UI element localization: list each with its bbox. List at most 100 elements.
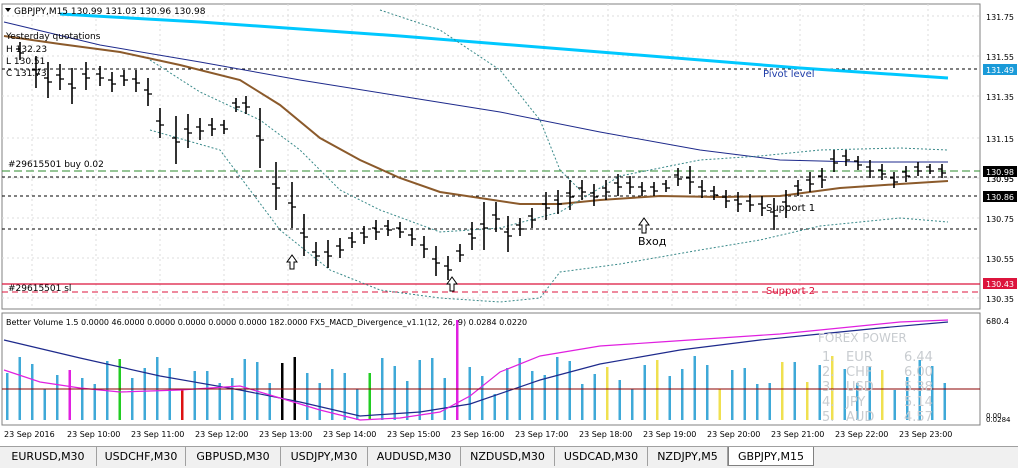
volume-bar	[218, 383, 221, 420]
forex-power-currency: AUD	[846, 410, 874, 425]
macd-signal-line	[3, 321, 949, 417]
forex-power-value: 6.00	[904, 365, 933, 380]
band-envelope	[379, 9, 581, 191]
volume-bar	[443, 378, 446, 420]
price-tick: 130.75	[986, 215, 1014, 224]
volume-bar	[531, 371, 534, 420]
volume-bar	[131, 378, 134, 420]
volume-bar	[356, 389, 359, 420]
volume-bar	[906, 377, 909, 420]
volume-bar	[668, 376, 671, 420]
volume-bar	[743, 368, 746, 420]
indicator-axis-top: 680.4	[986, 317, 1009, 326]
pivot-price-tag	[983, 64, 1017, 75]
ma-fast-line	[3, 35, 949, 205]
yesterday-high: H 132.23	[6, 45, 47, 55]
time-tick: 23 Sep 22:00	[835, 430, 888, 439]
forex-power-currency: USD	[846, 380, 874, 395]
time-tick: 23 Sep 21:00	[771, 430, 824, 439]
time-tick: 23 Sep 20:00	[707, 430, 760, 439]
current-price-tag-text: 130.98	[986, 168, 1014, 177]
volume-bar	[206, 371, 209, 420]
time-tick: 23 Sep 13:00	[259, 430, 312, 439]
volume-bar	[193, 371, 196, 420]
volume-bar	[731, 370, 734, 420]
time-tick: 23 Sep 16:00	[451, 430, 504, 439]
support2-label: Support 2	[766, 286, 815, 297]
ma-slow-line	[3, 21, 948, 163]
forex-power-panel: FOREX POWER 1. EUR 6.44 2. CHF 6.00 3. U…	[818, 331, 933, 425]
price-grid	[2, 4, 980, 309]
volume-bar	[756, 384, 759, 420]
volume-bar	[168, 368, 171, 420]
price-tick: 131.75	[986, 13, 1014, 22]
volume-bar	[231, 378, 234, 420]
volume-bar	[331, 369, 334, 420]
volume-bar	[793, 362, 796, 420]
collapse-triangle-icon[interactable]	[5, 8, 11, 12]
volume-bar	[943, 383, 946, 420]
volume-bar	[893, 390, 896, 420]
forex-power-currency: JPY	[845, 395, 865, 410]
price-tick: 130.95	[986, 175, 1014, 184]
volume-bar	[56, 375, 59, 420]
indicator-plot-frame	[1, 312, 981, 426]
yesterday-close: C 131.73	[6, 69, 47, 79]
forex-power-value: 5.38	[904, 380, 933, 395]
volume-bar	[681, 369, 684, 420]
yesterday-title: Yesterday quotations	[5, 32, 101, 42]
forex-power-title: FOREX POWER	[818, 331, 907, 345]
volume-bar	[856, 383, 859, 420]
volume-bar	[506, 368, 509, 420]
volume-bar	[31, 364, 34, 420]
buy-arrow-icon	[286, 254, 298, 270]
volume-bar	[706, 365, 709, 420]
volume-bar	[6, 373, 9, 420]
volume-bar	[306, 373, 309, 420]
price-tick: 131.15	[986, 135, 1014, 144]
time-tick: 23 Sep 23:00	[899, 430, 952, 439]
forex-power-value: 6.44	[904, 350, 933, 365]
support2-price-tag-text: 130.43	[986, 280, 1014, 289]
volume-bar	[881, 370, 884, 420]
price-tick: 131.55	[986, 53, 1014, 62]
support2-price-tag	[983, 278, 1017, 289]
tab-nzdusd-m30[interactable]: NZDUSD,M30	[461, 447, 555, 466]
order-buy-label: #29615501 buy 0.02	[8, 160, 104, 170]
tab-usdchf-m30[interactable]: USDCHF,M30	[97, 447, 186, 466]
entry-label: Вход	[638, 235, 667, 248]
support1-label: Support 1	[766, 203, 815, 214]
tab-usdcad-m30[interactable]: USDCAD,M30	[555, 447, 648, 466]
buy-arrow-icon	[446, 276, 458, 292]
tab-usdjpy-m30[interactable]: USDJPY,M30	[281, 447, 368, 466]
tab-eurusd-m30[interactable]: EURUSD,M30	[0, 447, 97, 466]
volume-bar	[281, 363, 284, 420]
forex-power-value: 4.57	[904, 410, 933, 425]
time-tick: 23 Sep 12:00	[195, 430, 248, 439]
tab-nzdjpy-m5[interactable]: NZDJPY,M5	[648, 447, 728, 466]
volume-bar	[868, 367, 871, 420]
time-tick: 23 Sep 17:00	[515, 430, 568, 439]
volume-bar	[581, 384, 584, 420]
volume-bar	[593, 374, 596, 420]
forex-power-rank: 4.	[822, 395, 834, 410]
volume-bar	[393, 366, 396, 420]
volume-bar	[268, 383, 271, 420]
tab-gbpusd-m30[interactable]: GBPUSD,M30	[186, 447, 281, 466]
tab-gbpjpy-m15[interactable]: GBPJPY,M15	[728, 447, 814, 466]
volume-bar	[343, 373, 346, 420]
current-price-tag	[983, 166, 1017, 177]
partial-price-tag-text: 130.95	[986, 175, 1014, 184]
volume-bar	[606, 367, 609, 420]
symbol-tabs-bar: EURUSD,M30 USDCHF,M30 GBPUSD,M30 USDJPY,…	[0, 446, 1018, 468]
time-tick: 23 Sep 2016	[4, 430, 55, 439]
support1-price-tag-text: 130.86	[986, 193, 1014, 202]
tab-audusd-m30[interactable]: AUDUSD,M30	[368, 447, 461, 466]
forex-power-rank: 2.	[822, 365, 834, 380]
time-tick: 23 Sep 14:00	[323, 430, 376, 439]
entry-arrow-icon	[638, 217, 650, 234]
forex-power-rank: 3.	[822, 380, 834, 395]
price-bars	[16, 42, 946, 280]
volume-bar	[456, 320, 459, 420]
